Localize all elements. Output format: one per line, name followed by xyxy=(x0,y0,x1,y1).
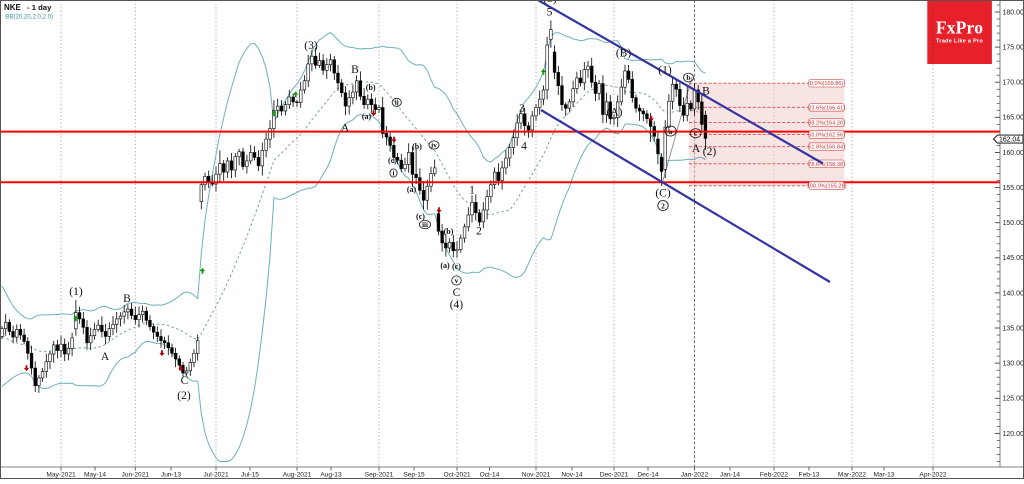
svg-text:Oct-14: Oct-14 xyxy=(480,472,500,479)
svg-text:Nov-2021: Nov-2021 xyxy=(522,472,551,479)
svg-text:(1): (1) xyxy=(69,286,83,298)
svg-text:4: 4 xyxy=(521,141,527,153)
svg-text:Feb-2022: Feb-2022 xyxy=(760,472,789,479)
svg-text:61.8%(160.84): 61.8%(160.84) xyxy=(808,145,845,151)
svg-text:(b): (b) xyxy=(412,142,422,151)
svg-text:135.00: 135.00 xyxy=(1003,325,1024,332)
svg-text:Aug-13: Aug-13 xyxy=(320,472,342,479)
svg-text:(c): (c) xyxy=(416,212,425,221)
svg-text:A: A xyxy=(101,351,110,363)
svg-text:Sep-2021: Sep-2021 xyxy=(365,472,394,479)
svg-text:FxPro: FxPro xyxy=(936,18,983,38)
svg-text:BB(20,20,2.0,2.0): BB(20,20,2.0,2.0) xyxy=(5,14,53,21)
svg-text:(2): (2) xyxy=(177,390,191,402)
svg-text:(3): (3) xyxy=(304,40,318,52)
svg-text:(a): (a) xyxy=(440,261,450,270)
svg-text:170.00: 170.00 xyxy=(1003,80,1024,87)
svg-text:145.00: 145.00 xyxy=(1003,255,1024,262)
svg-text:Jun-2021: Jun-2021 xyxy=(122,472,150,479)
svg-text:Dec-14: Dec-14 xyxy=(637,472,659,479)
svg-text:a: a xyxy=(669,127,673,136)
svg-text:Jun-13: Jun-13 xyxy=(161,472,181,479)
svg-text:(b): (b) xyxy=(444,227,454,236)
svg-text:23.6%(166.41): 23.6%(166.41) xyxy=(808,105,845,111)
svg-text:ii: ii xyxy=(395,99,399,107)
svg-text:Sep-15: Sep-15 xyxy=(403,472,425,479)
svg-text:May-2021: May-2021 xyxy=(46,472,76,479)
svg-text:(B): (B) xyxy=(616,48,632,60)
svg-text:(c): (c) xyxy=(388,156,397,165)
svg-text:Aug-2021: Aug-2021 xyxy=(283,472,312,479)
svg-text:Jan-2022: Jan-2022 xyxy=(681,472,709,479)
svg-text:Nov-14: Nov-14 xyxy=(561,472,583,479)
svg-text:160.00: 160.00 xyxy=(1003,150,1024,157)
svg-text:(C): (C) xyxy=(655,188,671,200)
svg-text:5: 5 xyxy=(547,7,553,19)
svg-text:165.00: 165.00 xyxy=(1003,115,1024,122)
svg-text:100.0%(155.26): 100.0%(155.26) xyxy=(807,184,847,190)
svg-text:2: 2 xyxy=(661,201,665,210)
svg-text:0.0%(169.86): 0.0%(169.86) xyxy=(810,81,844,87)
svg-text:b: b xyxy=(686,73,690,82)
svg-text:i: i xyxy=(393,169,395,177)
svg-text:3: 3 xyxy=(519,103,525,115)
svg-text:(c): (c) xyxy=(452,262,461,271)
svg-text:Jul-15: Jul-15 xyxy=(241,472,259,479)
svg-text:50.0%(162.56): 50.0%(162.56) xyxy=(808,133,845,139)
svg-text:(a): (a) xyxy=(362,112,372,121)
svg-text:B: B xyxy=(702,86,710,98)
svg-text:Trade Like a Pro: Trade Like a Pro xyxy=(936,39,983,45)
svg-text:(b): (b) xyxy=(366,83,376,92)
svg-text:Oct-2021: Oct-2021 xyxy=(443,472,470,479)
svg-text:130.00: 130.00 xyxy=(1003,361,1024,368)
svg-text:155.00: 155.00 xyxy=(1003,185,1024,192)
svg-text:- 1 day: - 1 day xyxy=(27,3,52,12)
svg-text:2: 2 xyxy=(476,226,482,238)
svg-text:B: B xyxy=(351,64,359,76)
svg-text:Mar-13: Mar-13 xyxy=(874,472,895,479)
svg-text:Mar-2022: Mar-2022 xyxy=(838,472,867,479)
svg-text:C: C xyxy=(181,375,189,387)
svg-text:A: A xyxy=(341,123,350,135)
svg-text:140.00: 140.00 xyxy=(1003,290,1024,297)
svg-text:B: B xyxy=(123,293,131,305)
svg-text:iv: iv xyxy=(431,141,437,149)
svg-text:Apr-2022: Apr-2022 xyxy=(919,472,946,479)
svg-text:Dec-2021: Dec-2021 xyxy=(600,472,629,479)
svg-text:(a): (a) xyxy=(407,185,417,194)
svg-text:1: 1 xyxy=(469,185,475,197)
svg-text:125.00: 125.00 xyxy=(1003,396,1024,403)
svg-text:v: v xyxy=(455,276,459,285)
svg-text:38.2%(164.26): 38.2%(164.26) xyxy=(808,121,845,127)
svg-text:180.00: 180.00 xyxy=(1003,9,1024,16)
svg-text:(4): (4) xyxy=(450,299,464,311)
svg-text:162.04: 162.04 xyxy=(999,137,1020,144)
svg-text:120.00: 120.00 xyxy=(1003,431,1024,438)
svg-text:Jan-14: Jan-14 xyxy=(720,472,740,479)
svg-text:Feb-13: Feb-13 xyxy=(799,472,820,479)
svg-text:C: C xyxy=(453,287,461,299)
svg-text:(1): (1) xyxy=(658,65,672,77)
svg-text:A: A xyxy=(692,143,701,155)
svg-text:78.6%(158.38): 78.6%(158.38) xyxy=(808,162,845,168)
svg-text:May-14: May-14 xyxy=(84,472,106,479)
svg-text:150.00: 150.00 xyxy=(1003,220,1024,227)
svg-text:(A): (A) xyxy=(607,107,623,119)
svg-text:NKE: NKE xyxy=(4,3,22,12)
svg-text:(2): (2) xyxy=(703,146,717,158)
svg-text:175.00: 175.00 xyxy=(1003,45,1024,52)
svg-text:iii: iii xyxy=(422,221,428,229)
svg-text:Jul-2021: Jul-2021 xyxy=(203,472,229,479)
